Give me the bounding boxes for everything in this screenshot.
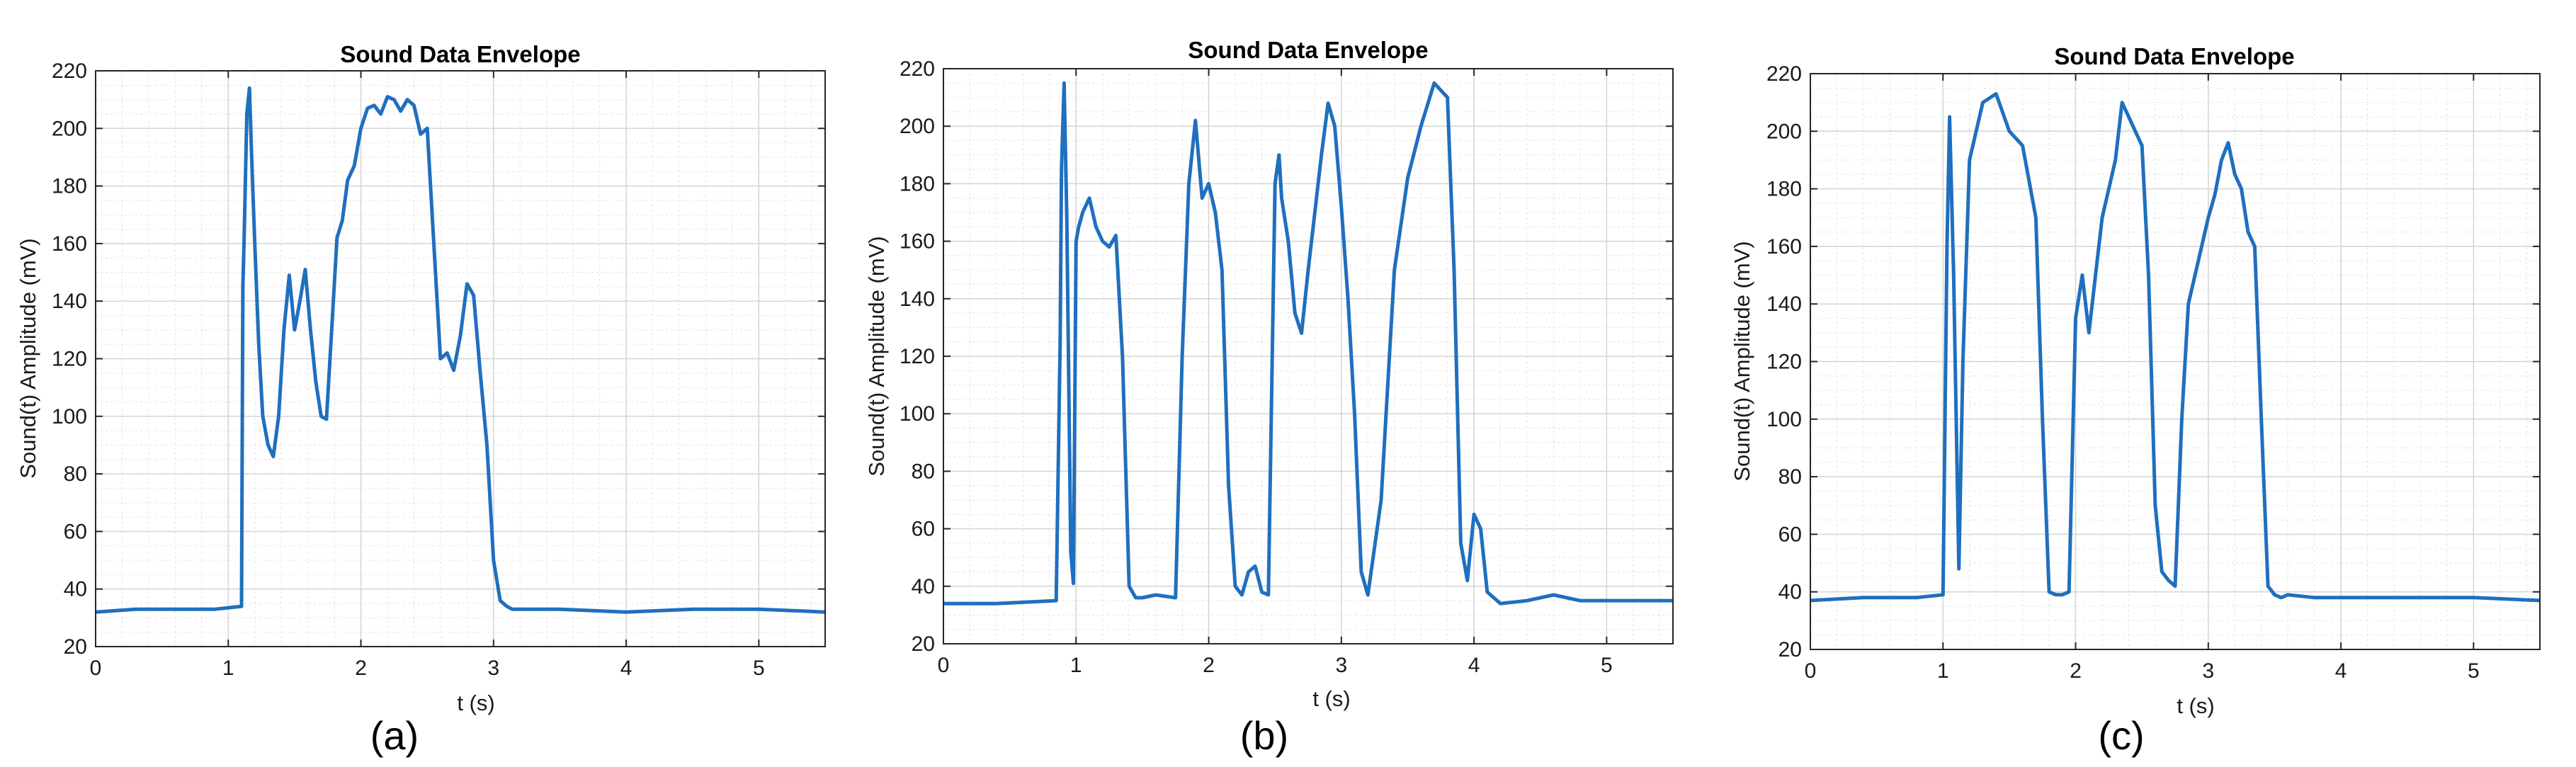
y-tick-label: 180 xyxy=(52,175,87,198)
panel-letter: (b) xyxy=(1240,713,1288,758)
y-tick-label: 100 xyxy=(1766,408,1802,431)
panel-b: 0 1 2 3 4 5 20 40 60 80 100 120 140 160 180 200 220 Soun… xyxy=(864,37,1674,758)
x-tick-label: 1 xyxy=(1070,654,1082,677)
x-tick-label: 3 xyxy=(487,657,499,680)
y-tick-label: 80 xyxy=(64,462,87,486)
panel-a: 0 1 2 3 4 5 20 40 60 80 100 120 140 160 180 200 220 Soun… xyxy=(16,41,826,758)
y-tick-label: 20 xyxy=(1778,638,1802,661)
y-axis-label: Sound(t) Amplitude (mV) xyxy=(1730,241,1754,481)
panel-c: 0 1 2 3 4 5 20 40 60 80 100 120 140 160 180 200 220 Soun… xyxy=(1730,43,2541,758)
x-tick-label: 0 xyxy=(90,657,102,680)
envelope-line xyxy=(1810,92,2541,603)
y-tick-label: 80 xyxy=(912,460,935,483)
x-tick-label: 2 xyxy=(2070,659,2082,683)
x-tick-label: 5 xyxy=(2468,659,2480,683)
x-axis-label: t (s) xyxy=(457,691,494,715)
y-tick-label: 20 xyxy=(64,635,87,659)
envelope-line xyxy=(943,81,1673,606)
y-tick-label: 200 xyxy=(900,115,935,138)
y-tick-label: 220 xyxy=(1766,62,1802,86)
y-tick-label: 120 xyxy=(1766,351,1802,374)
y-tick-label: 180 xyxy=(900,172,935,195)
y-tick-label: 40 xyxy=(1778,581,1802,604)
x-tick-label: 0 xyxy=(1805,659,1817,683)
x-tick-label: 4 xyxy=(1468,654,1480,677)
chart-title: Sound Data Envelope xyxy=(1188,37,1428,63)
y-tick-label: 80 xyxy=(1778,465,1802,489)
major-grid xyxy=(943,68,1673,644)
chart-title: Sound Data Envelope xyxy=(340,41,580,67)
x-tick-label: 5 xyxy=(1601,654,1613,677)
chart-title: Sound Data Envelope xyxy=(2054,43,2294,69)
y-tick-label: 100 xyxy=(900,402,935,426)
y-axis-label: Sound(t) Amplitude (mV) xyxy=(864,236,889,476)
x-tick-label: 2 xyxy=(1203,654,1215,677)
axis-ticks: 0 1 2 3 4 5 20 40 60 80 100 120 140 160 180 200 220 xyxy=(900,57,1673,677)
y-tick-label: 180 xyxy=(1766,178,1802,201)
y-tick-label: 160 xyxy=(900,230,935,254)
x-tick-label: 0 xyxy=(938,654,950,677)
major-grid xyxy=(1810,73,2540,650)
y-tick-label: 200 xyxy=(52,117,87,140)
y-tick-label: 200 xyxy=(1766,120,1802,143)
x-tick-label: 4 xyxy=(620,657,632,680)
x-tick-label: 4 xyxy=(2335,659,2347,683)
x-tick-label: 5 xyxy=(753,657,765,680)
x-tick-label: 2 xyxy=(355,657,367,680)
y-tick-label: 60 xyxy=(912,518,935,541)
y-tick-label: 160 xyxy=(52,232,87,256)
axis-ticks: 0 1 2 3 4 5 20 40 60 80 100 120 140 160 180 200 220 xyxy=(52,59,825,680)
y-tick-label: 20 xyxy=(912,632,935,656)
panel-letter: (c) xyxy=(2098,713,2144,758)
y-tick-label: 40 xyxy=(912,575,935,598)
y-tick-label: 60 xyxy=(64,520,87,543)
x-tick-label: 1 xyxy=(222,657,234,680)
x-tick-label: 3 xyxy=(1335,654,1347,677)
x-axis-label: t (s) xyxy=(1312,686,1350,711)
x-axis-label: t (s) xyxy=(2177,693,2214,718)
y-tick-label: 120 xyxy=(52,348,87,371)
envelope-line xyxy=(95,86,826,614)
y-tick-label: 140 xyxy=(52,290,87,313)
axis-ticks: 0 1 2 3 4 5 20 40 60 80 100 120 140 160 180 200 220 xyxy=(1766,62,2540,683)
y-tick-label: 60 xyxy=(1778,523,1802,546)
panel-letter: (a) xyxy=(370,713,419,758)
y-tick-label: 120 xyxy=(900,345,935,368)
y-tick-label: 100 xyxy=(52,405,87,428)
x-tick-label: 1 xyxy=(1937,659,1949,683)
y-tick-label: 140 xyxy=(900,288,935,311)
y-axis-label: Sound(t) Amplitude (mV) xyxy=(16,238,40,478)
x-tick-label: 3 xyxy=(2202,659,2214,683)
y-tick-label: 220 xyxy=(52,59,87,83)
y-tick-label: 140 xyxy=(1766,292,1802,316)
y-tick-label: 220 xyxy=(900,57,935,81)
y-tick-label: 40 xyxy=(64,578,87,601)
y-tick-label: 160 xyxy=(1766,235,1802,258)
